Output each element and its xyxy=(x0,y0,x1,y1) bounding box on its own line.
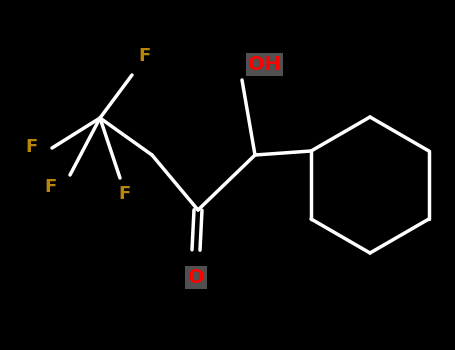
Text: F: F xyxy=(118,185,130,203)
Text: F: F xyxy=(26,138,38,156)
Text: F: F xyxy=(138,47,150,65)
Text: F: F xyxy=(45,178,57,196)
Text: OH: OH xyxy=(248,55,281,74)
Text: O: O xyxy=(187,268,204,287)
